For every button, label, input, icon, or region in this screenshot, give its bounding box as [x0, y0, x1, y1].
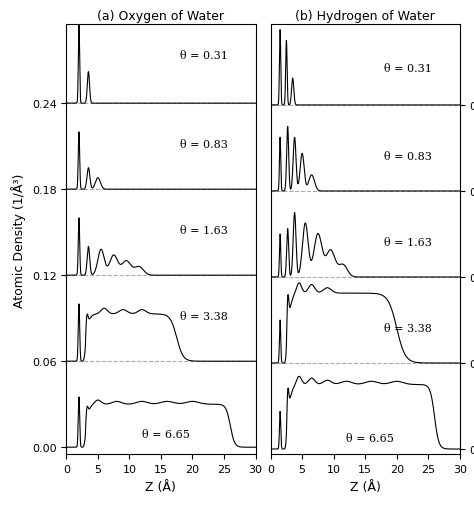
Text: θ = 6.65: θ = 6.65	[346, 433, 394, 443]
X-axis label: Z (Å): Z (Å)	[146, 480, 176, 493]
Y-axis label: Atomic Density (1/Å³): Atomic Density (1/Å³)	[11, 173, 26, 307]
Text: θ = 6.65: θ = 6.65	[142, 429, 190, 439]
Text: θ = 1.63: θ = 1.63	[180, 226, 228, 236]
Text: θ = 0.83: θ = 0.83	[180, 140, 228, 149]
Text: θ = 3.38: θ = 3.38	[384, 323, 432, 333]
Title: (a) Oxygen of Water: (a) Oxygen of Water	[98, 10, 224, 23]
Text: θ = 0.83: θ = 0.83	[384, 152, 432, 162]
Title: (b) Hydrogen of Water: (b) Hydrogen of Water	[295, 10, 435, 23]
Text: θ = 0.31: θ = 0.31	[180, 51, 228, 61]
X-axis label: Z (Å): Z (Å)	[350, 480, 381, 493]
Text: θ = 3.38: θ = 3.38	[180, 312, 228, 321]
Text: θ = 0.31: θ = 0.31	[384, 64, 432, 74]
Text: θ = 1.63: θ = 1.63	[384, 237, 432, 247]
